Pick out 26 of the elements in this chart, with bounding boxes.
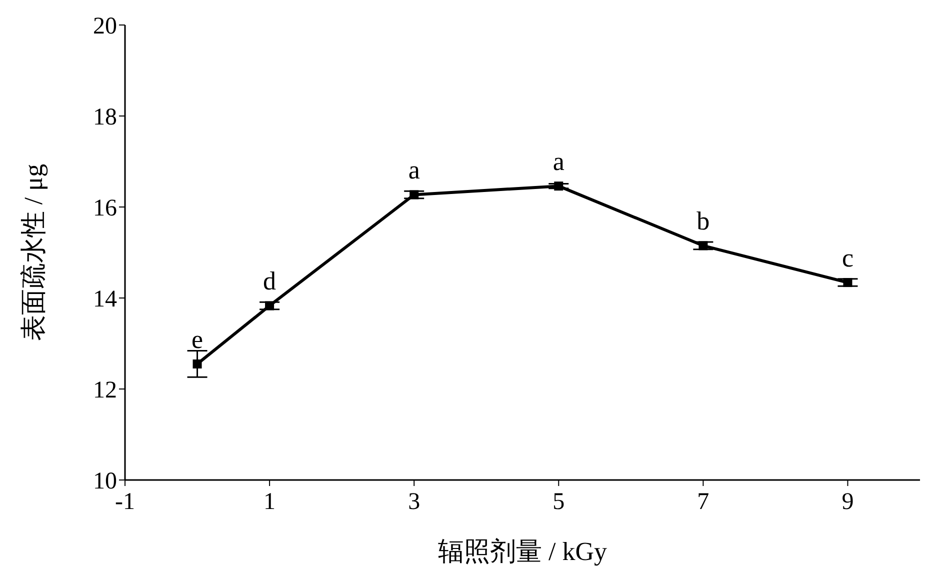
y-tick-label: 16	[93, 196, 117, 222]
annotation: e	[192, 324, 204, 354]
y-tick-label: 12	[93, 378, 117, 404]
x-tick-label: -1	[115, 489, 135, 516]
y-tick-label: 20	[93, 14, 117, 40]
point	[843, 278, 852, 288]
point	[410, 190, 419, 200]
annotation: b	[696, 206, 710, 236]
x-tick-label: 7	[697, 489, 710, 516]
annotation: c	[842, 244, 854, 273]
y-axis-title: 表面疏水性 / μg	[19, 164, 48, 342]
y-tick-label: 18	[93, 104, 117, 131]
x-tick-label: 1	[264, 489, 276, 516]
point	[698, 241, 708, 250]
x-tick-label: 3	[408, 489, 420, 516]
y-tick-label: 14	[93, 286, 117, 313]
y-tick-label: 10	[93, 468, 117, 495]
point	[554, 182, 564, 191]
annotation: d	[263, 266, 276, 296]
x-tick-label: 9	[842, 489, 854, 516]
annotation: a	[408, 156, 420, 185]
x-axis-title: 辐照剂量 / kGy	[438, 537, 607, 566]
annotation: a	[552, 147, 565, 176]
point	[265, 301, 274, 310]
point	[192, 359, 202, 368]
x-tick-label: 5	[552, 489, 565, 516]
